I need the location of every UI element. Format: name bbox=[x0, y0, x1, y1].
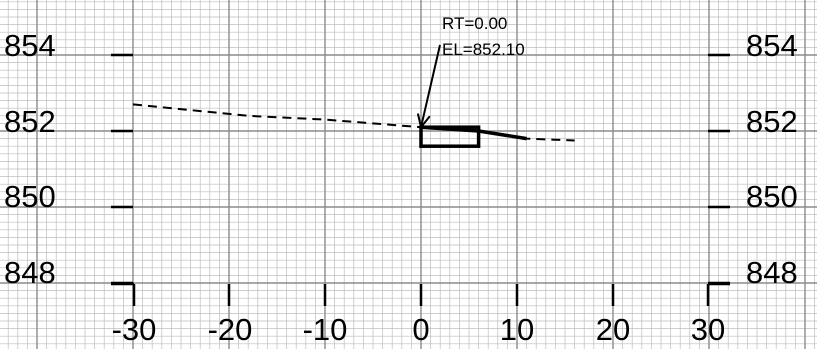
left-elev-label: 854 bbox=[4, 28, 56, 63]
offset-label: -30 bbox=[112, 312, 157, 347]
right-elev-label: 850 bbox=[746, 179, 798, 214]
offset-label: 30 bbox=[691, 312, 725, 347]
offset-label: -10 bbox=[303, 312, 348, 347]
left-elev-label: 852 bbox=[4, 104, 56, 139]
left-elev-label: 848 bbox=[4, 255, 56, 290]
offset-labels: -30 -20 -10 0 10 20 30 bbox=[112, 312, 726, 347]
callout-arrowhead bbox=[416, 113, 431, 130]
axis-ticks bbox=[111, 53, 730, 306]
right-elevation-labels: 854 852 850 848 bbox=[746, 28, 798, 290]
right-elev-label: 854 bbox=[746, 28, 798, 63]
callout-el-text: EL=852.10 bbox=[442, 40, 525, 59]
elevation-callout: RT=0.00 EL=852.10 bbox=[416, 14, 525, 130]
callout-leader-line bbox=[420, 44, 441, 128]
offset-label: -20 bbox=[208, 312, 253, 347]
right-elev-label: 848 bbox=[746, 255, 798, 290]
left-elev-label: 850 bbox=[4, 179, 56, 214]
offset-label: 20 bbox=[596, 312, 630, 347]
right-elev-label: 852 bbox=[746, 104, 798, 139]
offset-label: 10 bbox=[500, 312, 534, 347]
callout-rt-text: RT=0.00 bbox=[442, 14, 507, 33]
offset-label: 0 bbox=[412, 312, 429, 347]
culvert-box bbox=[419, 125, 481, 148]
left-elevation-labels: 854 852 850 848 bbox=[4, 28, 56, 290]
